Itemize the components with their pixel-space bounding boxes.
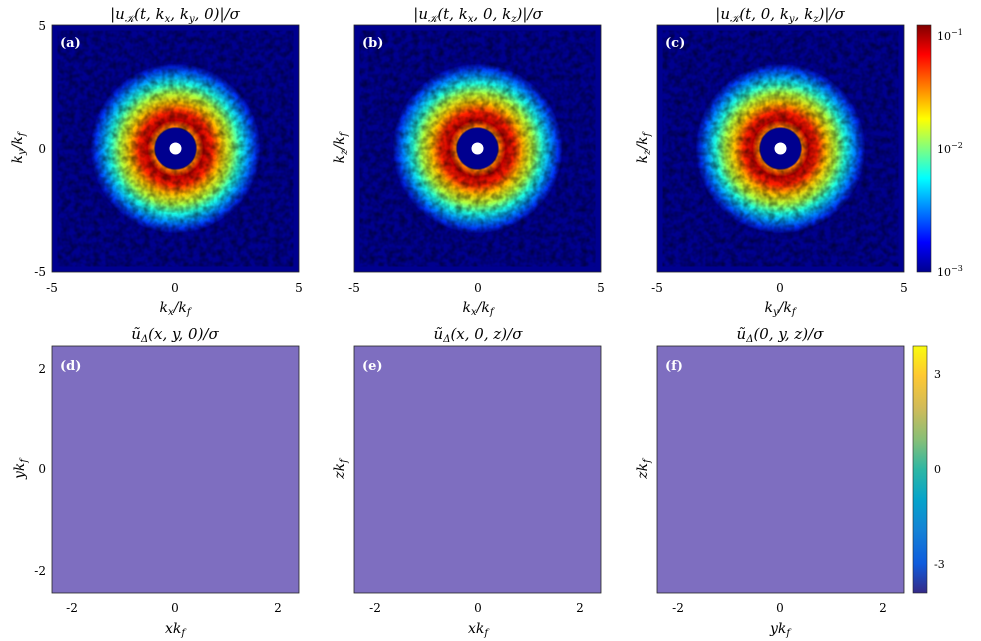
- panel-f-xtick-2: 2: [879, 601, 887, 615]
- panel-a-spectrum-image: [52, 25, 299, 272]
- panel-c-xtick-0: 0: [776, 281, 784, 295]
- panel-d-xtick-2: 2: [274, 601, 282, 615]
- panel-f-ylabel: zkf: [635, 457, 653, 480]
- panel-c: |u𝒦(t, 0, ky, kz)|/σ (c) -5 0 5 ky/kf kz…: [635, 5, 908, 318]
- panel-a-ytick-neg5: -5: [34, 265, 46, 279]
- panel-d-xtick-0: 0: [171, 601, 179, 615]
- panel-a-ylabel: ky/kf: [10, 130, 28, 163]
- panel-b-title: |u𝒦(t, kx, 0, kz)|/σ: [413, 5, 543, 25]
- panel-c-xtick-neg5: -5: [651, 281, 663, 295]
- panel-d-xlabel: xkf: [165, 621, 187, 639]
- panel-f-label: (f): [665, 359, 683, 374]
- colorbar-log: 10−1 10−2 10−3: [916, 24, 963, 279]
- panel-a: |u𝒦(t, kx, ky, 0)|/σ (a) 5 0 -5 -5 0 5 k…: [10, 5, 303, 318]
- colorbar-linear-tick-3: 3: [934, 368, 941, 381]
- panel-d-ytick-2: 2: [38, 362, 46, 376]
- panel-b-xtick-5: 5: [597, 281, 605, 295]
- panel-b-xtick-neg5: -5: [348, 281, 360, 295]
- colorbar-log-tick-2: 10−2: [937, 141, 963, 156]
- panel-e-xtick-2: 2: [576, 601, 584, 615]
- panel-d-field-image: [52, 346, 299, 593]
- panel-e-xtick-0: 0: [474, 601, 482, 615]
- colorbar-linear-tick-0: 0: [934, 463, 941, 476]
- panel-e-xtick-neg2: -2: [369, 601, 381, 615]
- panel-a-ytick-0: 0: [38, 142, 46, 156]
- panel-d-ytick-0: 0: [38, 462, 46, 476]
- panel-e: ũΔ(x, 0, z)/σ (e) -2 0 2 xkf zkf: [332, 325, 602, 639]
- panel-c-spectrum-image: [657, 25, 904, 272]
- panel-e-xlabel: xkf: [468, 621, 490, 639]
- panel-a-title: |u𝒦(t, kx, ky, 0)|/σ: [110, 5, 241, 25]
- colorbar-log-tick-1: 10−1: [937, 28, 963, 43]
- panel-b-spectrum-image: [354, 25, 601, 272]
- panel-d: ũΔ(x, y, 0)/σ (d) 2 0 -2 -2 0 2 xkf ykf: [12, 325, 300, 639]
- panel-b-xlabel: kx/kf: [462, 300, 495, 318]
- colorbar-linear: 3 0 -3: [912, 345, 945, 594]
- panel-f-xtick-neg2: -2: [672, 601, 684, 615]
- panel-d-title: ũΔ(x, y, 0)/σ: [131, 325, 219, 345]
- panel-b-ylabel: kz/kf: [332, 130, 350, 163]
- panel-a-xtick-0: 0: [171, 281, 179, 295]
- panel-d-xtick-neg2: -2: [66, 601, 78, 615]
- panel-d-label: (d): [60, 359, 81, 374]
- colorbar-linear-tick-neg3: -3: [934, 558, 945, 571]
- panel-a-xtick-neg5: -5: [46, 281, 58, 295]
- panel-d-ylabel: ykf: [12, 457, 30, 480]
- panel-a-ytick-5: 5: [38, 19, 46, 33]
- colorbar-log-tick-3: 10−3: [937, 264, 963, 279]
- panel-c-label: (c): [665, 36, 685, 51]
- panel-a-xlabel: kx/kf: [159, 300, 192, 318]
- panel-b-xtick-0: 0: [474, 281, 482, 295]
- panel-b: |u𝒦(t, kx, 0, kz)|/σ (b) -5 0 5 kx/kf kz…: [332, 5, 605, 318]
- panel-e-title: ũΔ(x, 0, z)/σ: [434, 325, 524, 345]
- panel-f-xlabel: ykf: [769, 621, 792, 639]
- panel-f-title: ũΔ(0, y, z)/σ: [737, 325, 825, 345]
- panel-c-xlabel: ky/kf: [764, 300, 797, 318]
- panel-e-field-image: [354, 346, 601, 593]
- panel-c-xtick-5: 5: [900, 281, 908, 295]
- panel-c-title: |u𝒦(t, 0, ky, kz)|/σ: [715, 5, 845, 25]
- panel-d-ytick-neg2: -2: [34, 564, 46, 578]
- panel-c-ylabel: kz/kf: [635, 130, 653, 163]
- panel-a-label: (a): [60, 36, 81, 51]
- panel-f-xtick-0: 0: [776, 601, 784, 615]
- panel-e-label: (e): [362, 359, 383, 374]
- panel-f-field-image: [657, 346, 904, 593]
- panel-e-ylabel: zkf: [332, 457, 350, 480]
- panel-b-label: (b): [362, 36, 383, 51]
- panel-f: ũΔ(0, y, z)/σ (f) -2 0 2 ykf zkf: [635, 325, 905, 639]
- panel-a-xtick-5: 5: [295, 281, 303, 295]
